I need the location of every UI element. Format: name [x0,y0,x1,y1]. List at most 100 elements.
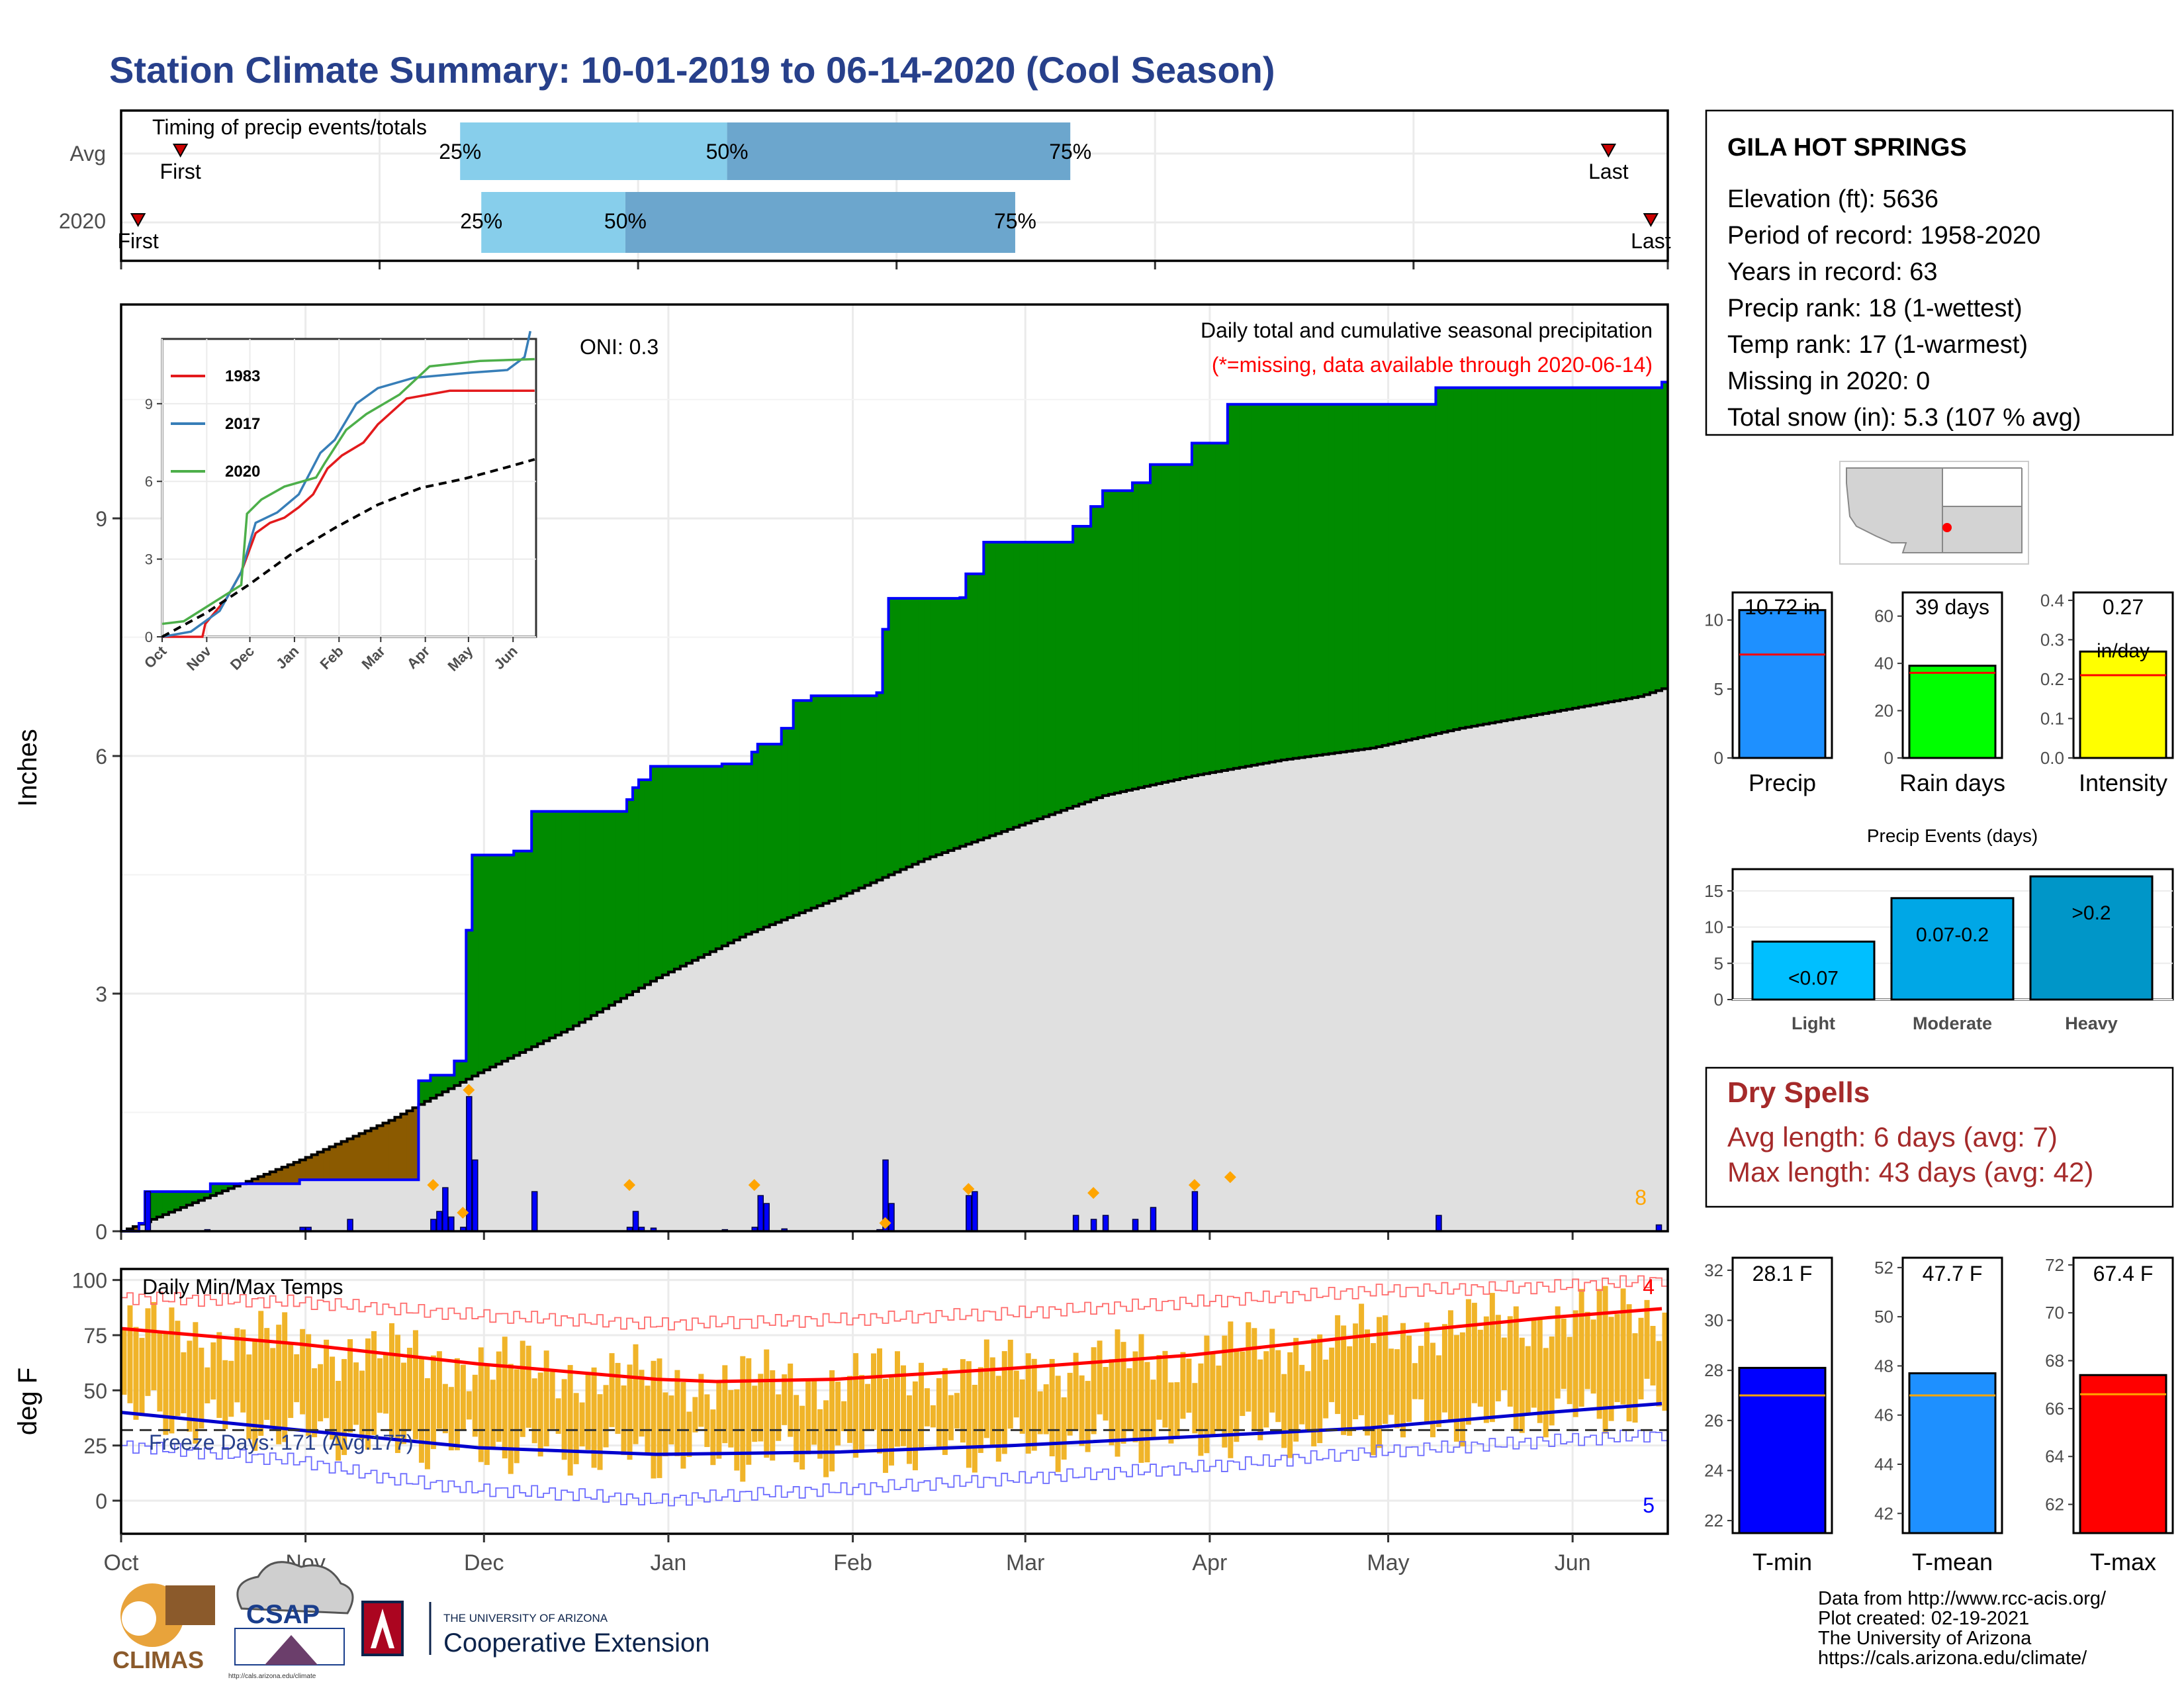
season-precip-category-label: Precip [1749,769,1816,796]
inset-legend-label: 1983 [225,367,260,385]
daily-temp-bar [1477,1329,1483,1407]
normal-max-line [120,1307,1662,1383]
above-normal-area [739,764,747,937]
climas-logo: CLIMAS [113,1583,215,1673]
below-normal-area [329,1147,336,1180]
daily-temp-bar [1525,1346,1531,1415]
daily-temp-bar [1341,1325,1347,1435]
daily-temp-bar [1174,1382,1180,1440]
precip-panel-border [120,303,1669,1233]
daily-temp-bar [1572,1310,1578,1417]
temp-x-tick-label: Feb [833,1550,872,1575]
temp-y-tick-label: 75 [83,1324,107,1348]
above-normal-area [621,811,627,999]
daily-temp-bar [1120,1342,1126,1444]
daily-temp-bar [633,1344,639,1444]
timing-2020-first-marker [130,213,146,228]
season-precip-bar [1738,609,1827,759]
daily-temp-bar [668,1395,674,1445]
daily-temp-bar [859,1375,865,1450]
above-normal-area [186,1192,193,1205]
temp-y-tick-label: 50 [83,1379,107,1403]
intensity-bar [2079,650,2167,759]
inset-line-normal [161,458,535,638]
ua-big-text: Cooperative Extension [443,1628,709,1658]
daily-temp-bar [1578,1289,1584,1407]
station-name: GILA HOT SPRINGS [1727,134,1967,162]
timing-panel: 25% 50% 75% First Last 25% 50% 75% First Last Tim… [59,109,1671,269]
above-normal-area [1358,404,1365,750]
credits-block: Data from http://www.rcc-acis.org/ Plot … [1818,1588,2107,1669]
station-years: Years in record: 63 [1727,258,1938,286]
climas-inner-circle [122,1601,156,1636]
daily-temp-bar [1549,1336,1555,1426]
daily-temp-bar [276,1325,282,1444]
daily-temp-bar [1347,1346,1353,1436]
station-precip-rank: Precip rank: 18 (1-wettest) [1727,295,2023,322]
events-bar-heavy [2029,875,2154,1001]
timing-avg-last-label: Last [1588,160,1629,183]
daily-temp-bar [591,1367,597,1468]
daily-temp-bar [746,1358,752,1465]
above-normal-area [829,696,836,902]
inset-line-2020 [161,357,535,626]
above-normal-area [210,1184,217,1196]
below-normal-area [263,1174,271,1184]
station-info-box: GILA HOT SPRINGS Elevation (ft): 5636 Pe… [1705,109,2174,436]
station-elevation: Elevation (ft): 5636 [1727,185,1938,213]
intensity-y-tick-label: 0.1 [2040,708,2064,728]
above-normal-area [1626,387,1633,699]
precip-corner-count: 8 [1635,1186,1647,1209]
daily-temp-bar [1447,1310,1453,1420]
daily-temp-bar [359,1370,365,1440]
above-normal-area [1662,382,1668,689]
above-normal-area [484,855,490,1070]
csap-logo-text: CSAP [246,1600,320,1629]
normal-cumulative-area [121,688,1668,1231]
below-normal-area [335,1144,342,1180]
daily-temp-bar [900,1365,906,1446]
t-mean-y-tick-label: 52 [1874,1258,1893,1278]
intensity-y-tick-label: 0.2 [2040,669,2064,689]
events-bar-label: 0.07-0.2 [1916,924,1989,946]
daily-precip-bar [763,1203,770,1232]
above-normal-area [1483,387,1490,724]
above-normal-area [597,811,604,1012]
above-normal-area [769,744,776,925]
daily-temp-bar [692,1397,698,1432]
above-normal-area [1561,387,1567,711]
above-normal-area [781,728,788,920]
daily-temp-bar [436,1351,442,1429]
t-mean-y-tick-label: 46 [1874,1405,1893,1425]
above-normal-area [525,851,532,1050]
station-box-frame [1705,109,2174,436]
daily-temp-bar [1519,1337,1525,1433]
daily-precip-bar [888,1203,895,1232]
above-normal-area [1233,404,1240,769]
above-normal-area [1555,387,1561,712]
daily-temp-bar [1269,1329,1275,1413]
daily-precip-bar [757,1195,764,1232]
daily-temp-bar [1168,1382,1174,1444]
above-normal-area [650,766,657,982]
above-normal-area [1025,541,1032,823]
temp-y-tick-label: 0 [95,1489,107,1513]
above-normal-area [1424,404,1431,737]
above-normal-area [1287,404,1294,759]
above-normal-area [1543,387,1549,714]
above-normal-area [1019,541,1026,825]
daily-temp-bar [1234,1348,1240,1442]
above-normal-area [603,811,610,1009]
above-normal-area [1453,387,1461,730]
above-normal-area [424,1080,431,1102]
above-normal-area [858,696,866,888]
precip-y-tick-label: 3 [95,982,107,1006]
daily-temp-bar [1662,1312,1668,1411]
daily-temp-bar [412,1330,418,1440]
daily-temp-bar [1031,1358,1037,1451]
daily-temp-bar [704,1394,710,1447]
daily-temp-bar [740,1356,746,1482]
daily-temp-bar [1138,1334,1144,1463]
daily-temp-bar [502,1336,508,1459]
daily-temp-bar [216,1332,222,1419]
